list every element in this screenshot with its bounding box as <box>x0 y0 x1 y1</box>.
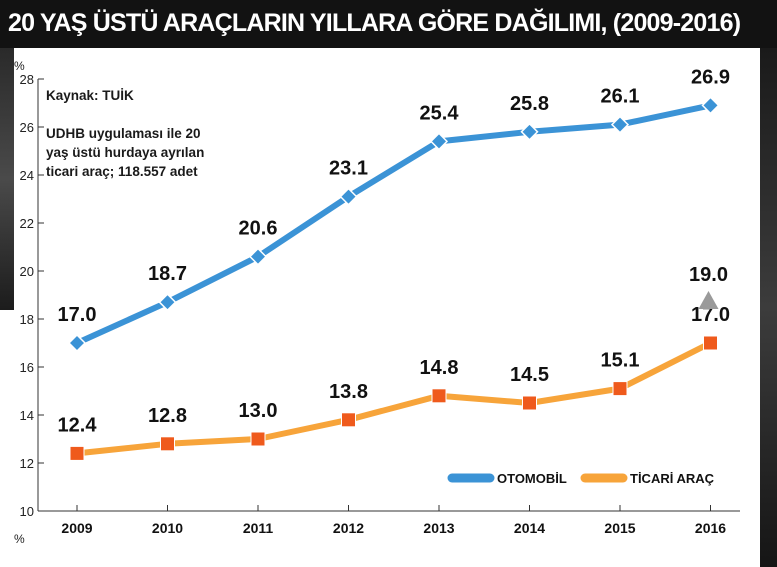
otomobil-point <box>248 247 268 266</box>
source-label: Kaynak: TUİK <box>46 88 134 103</box>
annotation-triangle-marker <box>698 291 719 309</box>
otomobil-data-label: 18.7 <box>148 263 187 285</box>
otomobil-data-label: 23.1 <box>329 158 368 180</box>
legend-label-otomobil: OTOMOBİL <box>497 471 567 486</box>
otomobil-point <box>429 132 449 151</box>
x-tick-label: 2014 <box>514 520 545 536</box>
y-tick-label: 26 <box>20 120 34 135</box>
otomobil-data-label: 17.0 <box>58 304 97 326</box>
ticari-point <box>522 395 537 411</box>
y-tick-label: 20 <box>20 264 34 279</box>
x-tick-label: 2013 <box>423 520 454 536</box>
axes: 10 12 14 16 18 20 22 24 26 28%% 2009 2010 2011 2012 20… <box>14 59 740 546</box>
x-tick-label: 2012 <box>333 520 364 536</box>
otomobil-data-label: 20.6 <box>239 218 278 240</box>
otomobil-point <box>339 187 358 206</box>
y-tick-label: 16 <box>20 360 34 375</box>
otomobil-point <box>610 115 630 134</box>
note-text: UDHB uygulaması ile 20 yaş üstü hurdaya … <box>46 126 205 179</box>
ticari-point <box>703 335 718 351</box>
otomobil-point <box>701 96 720 115</box>
ticari-point <box>250 431 266 447</box>
data-labels: 17.0 18.7 20.6 23.1 25.4 25.8 26.1 26.9 12.4 12.8… <box>58 66 730 436</box>
otomobil-point <box>67 333 87 353</box>
x-tick-label: 2011 <box>243 520 274 536</box>
x-tick-label: 2009 <box>61 520 92 536</box>
otomobil-line <box>74 102 714 346</box>
y-tick-label: 22 <box>20 216 34 231</box>
background-photo-left <box>0 48 14 310</box>
y-tick-label: 14 <box>20 408 34 423</box>
otomobil-point <box>158 293 177 312</box>
otomobil-data-label: 25.4 <box>420 102 460 124</box>
y-tick-label: 18 <box>20 312 34 327</box>
ticari-data-label: 13.8 <box>329 381 368 403</box>
otomobil-point <box>520 122 539 141</box>
ticari-data-label: 14.5 <box>510 364 549 386</box>
ticari-data-label: 12.4 <box>58 414 98 436</box>
otomobil-data-label: 25.8 <box>510 93 549 115</box>
x-tick-label: 2010 <box>152 520 183 536</box>
ticari-data-label: 13.0 <box>239 400 278 422</box>
ticari-point <box>160 436 175 452</box>
ticari-point <box>612 381 628 397</box>
chart-notes: Kaynak: TUİK UDHB uygulaması ile 20 yaş … <box>46 86 216 181</box>
y-unit-bottom: % <box>14 532 25 546</box>
annotation-label: 19.0 <box>689 264 728 286</box>
ticari-data-label: 14.8 <box>420 357 459 379</box>
y-tick-label: 10 <box>20 504 34 519</box>
title-bar: 20 YAŞ ÜSTÜ ARAÇLARIN YILLARA GÖRE DAĞIL… <box>0 0 777 48</box>
y-tick-label: 28 <box>20 72 34 87</box>
x-tick-label: 2016 <box>695 520 726 536</box>
y-tick-label: 24 <box>20 168 34 183</box>
ticari-data-label: 17.0 <box>691 304 730 326</box>
chart-title: 20 YAŞ ÜSTÜ ARAÇLARIN YILLARA GÖRE DAĞIL… <box>8 9 741 37</box>
ticari-point <box>431 388 447 404</box>
ticari-point <box>69 445 85 461</box>
y-unit-top: % <box>14 59 25 73</box>
otomobil-data-label: 26.9 <box>691 66 730 88</box>
x-tick-label: 2015 <box>604 520 635 536</box>
ticari-data-label: 15.1 <box>601 350 640 372</box>
ticari-data-label: 12.8 <box>148 405 187 427</box>
ticari-line <box>74 340 714 457</box>
otomobil-data-label: 26.1 <box>601 86 640 108</box>
background-photo-right <box>760 48 777 567</box>
ticari-point <box>341 412 356 428</box>
series-lines <box>67 96 720 461</box>
legend: OTOMOBİL TİCARİ ARAÇ <box>447 471 715 486</box>
legend-label-ticari: TİCARİ ARAÇ <box>630 471 715 486</box>
y-tick-label: 12 <box>20 456 34 471</box>
